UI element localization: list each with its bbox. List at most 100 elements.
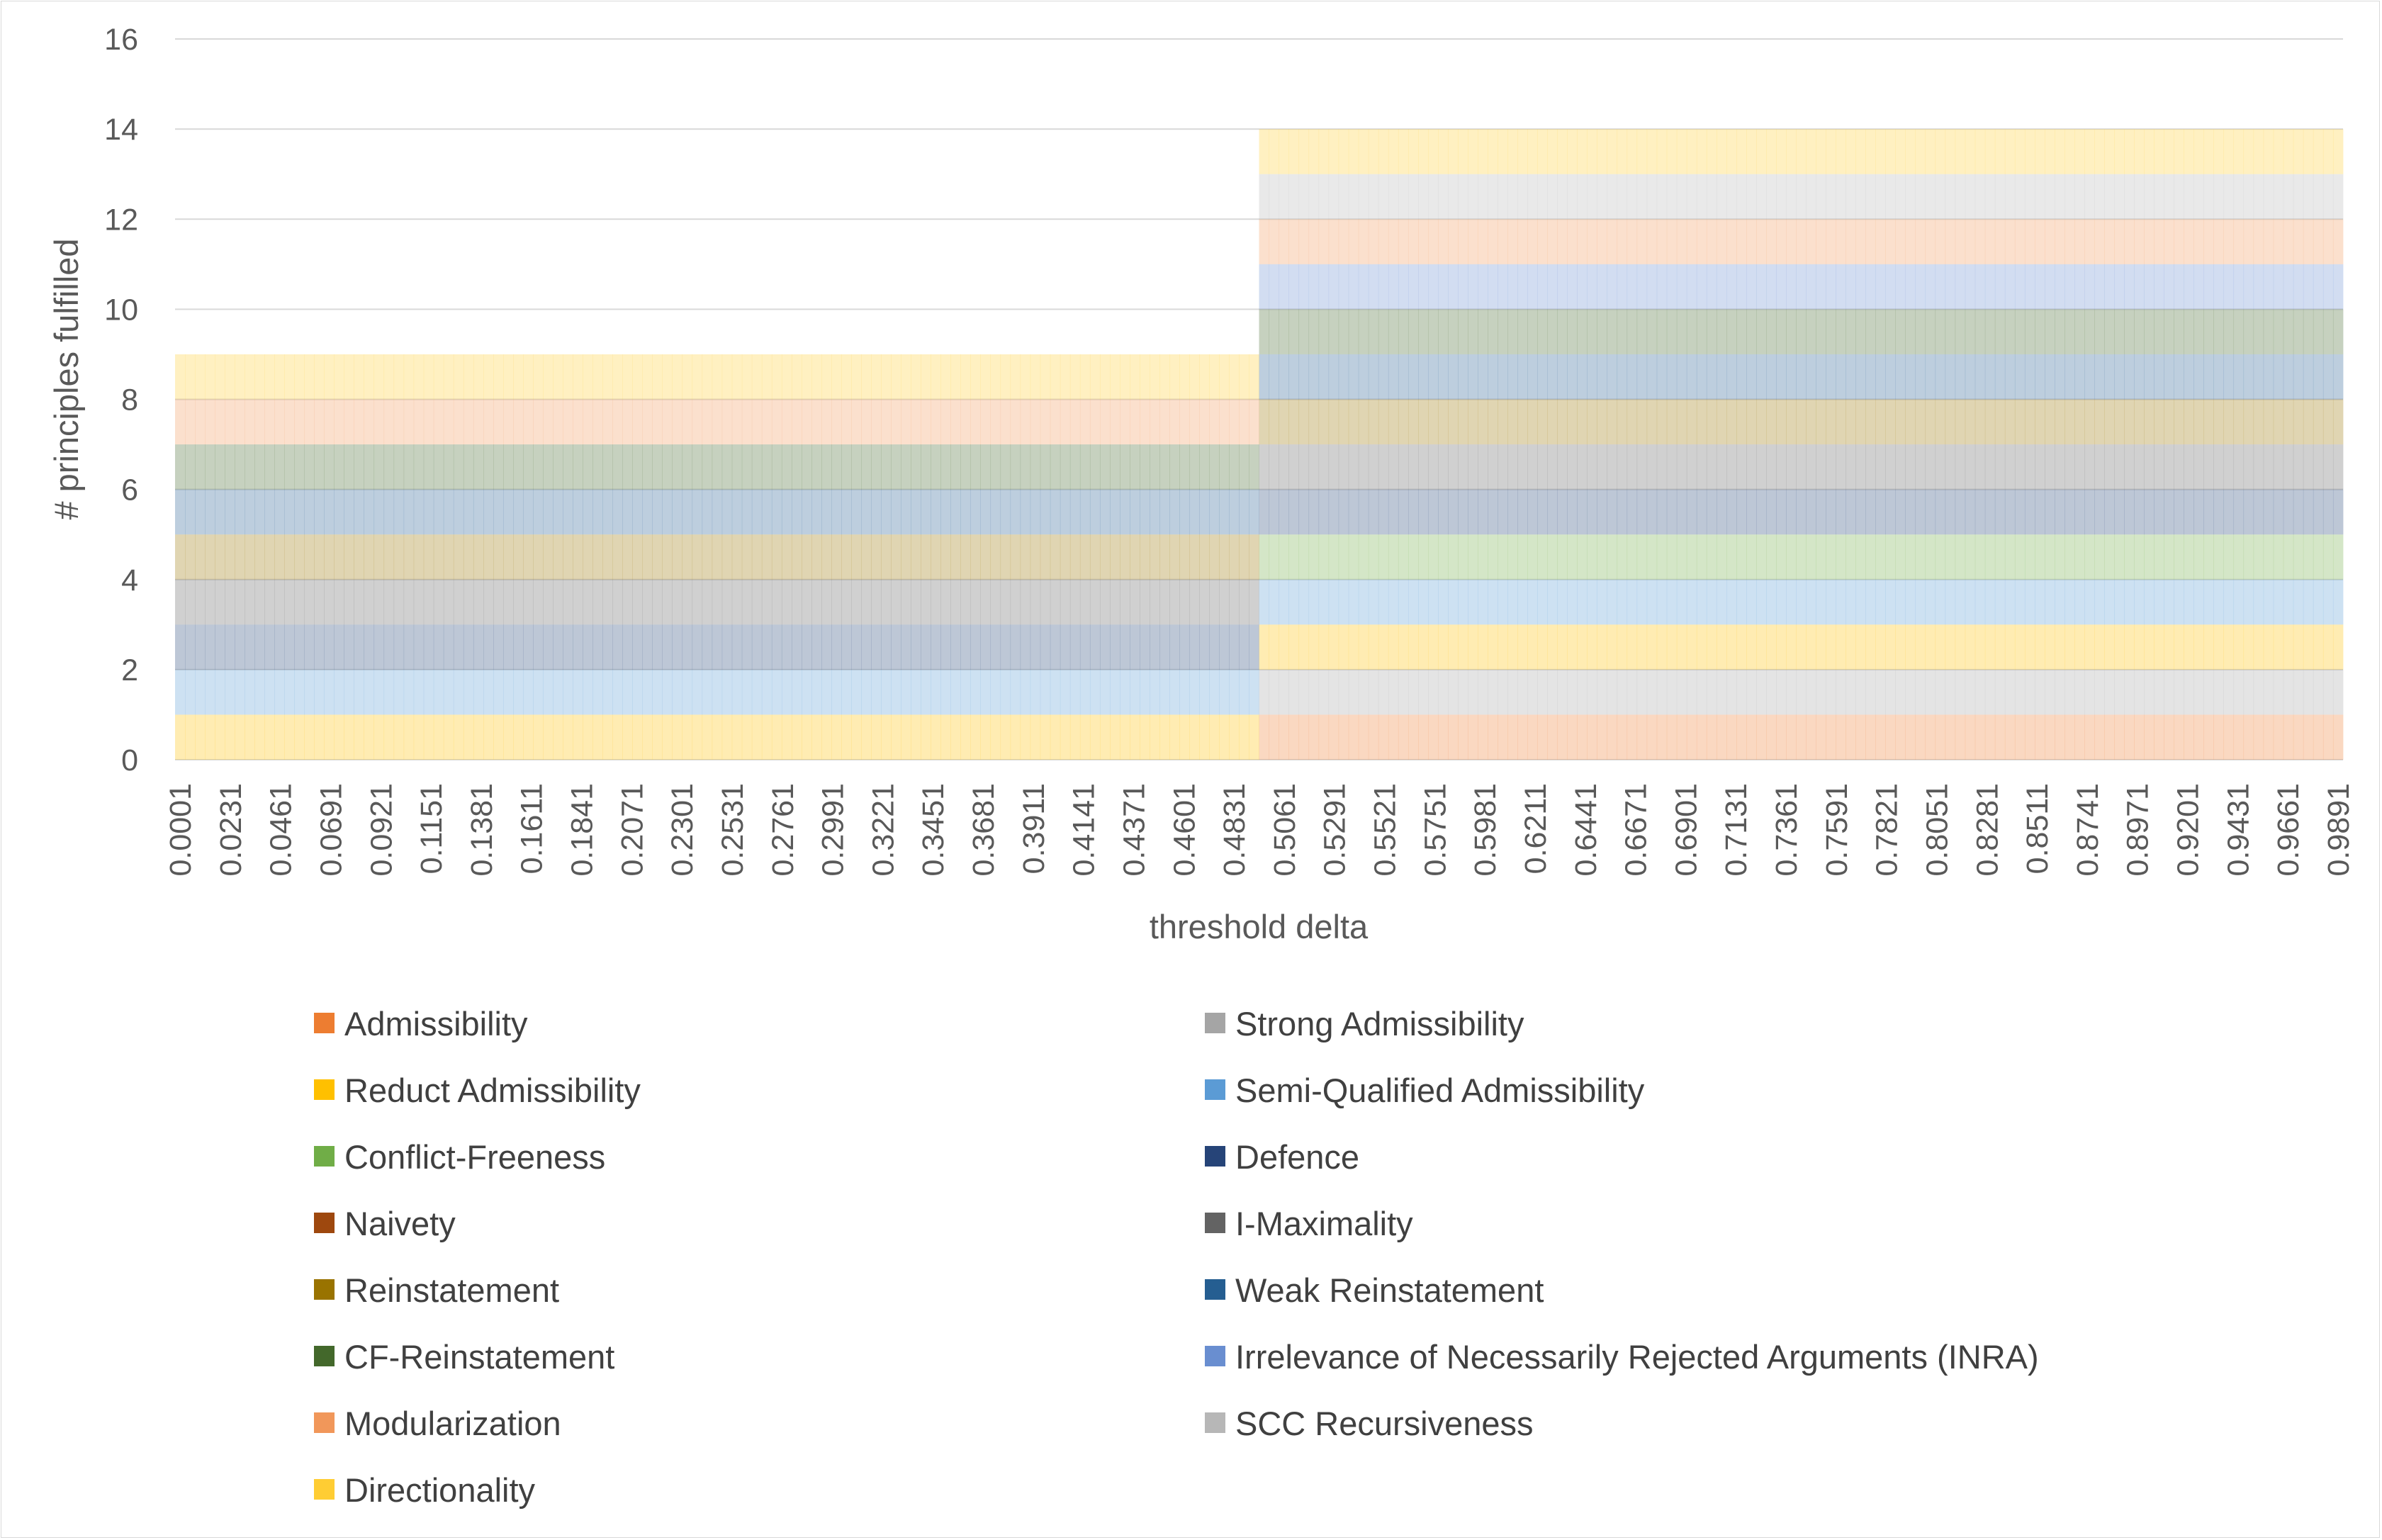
bar-segment (1388, 399, 1399, 445)
bar-segment (1030, 354, 1041, 400)
bar-segment (1974, 714, 1986, 760)
bar-segment (1298, 264, 1310, 310)
bar-segment (493, 579, 504, 625)
bar-segment (215, 444, 225, 490)
bar-segment (2144, 579, 2155, 625)
bar-segment (2223, 174, 2235, 220)
x-tick-label: 0.8971 (2121, 783, 2155, 877)
bar-segment (1796, 174, 1807, 220)
bar-segment (1656, 129, 1668, 174)
bar-segment (1209, 444, 1220, 490)
bar-segment (493, 444, 504, 490)
bar-segment (563, 444, 573, 490)
bar-segment (1040, 399, 1051, 445)
bar-segment (1398, 264, 1409, 310)
bar-segment (1935, 489, 1946, 535)
bar-segment (1458, 489, 1468, 535)
bar-segment (1666, 219, 1678, 264)
bar-segment (1706, 624, 1717, 670)
bar-segment (871, 354, 882, 400)
bar-segment (334, 714, 344, 760)
bar-segment (1607, 579, 1618, 625)
bar-segment (1259, 579, 1269, 625)
bar-segment (354, 624, 365, 670)
bar-segment (1836, 129, 1846, 174)
bar-segment (1636, 624, 1648, 670)
bar-segment (1666, 534, 1678, 580)
bar-segment (1676, 534, 1687, 580)
bar-segment (1557, 534, 1568, 580)
bar-segment (2283, 714, 2294, 760)
bar-segment (423, 534, 434, 580)
x-tick-label: 0.6671 (1619, 783, 1653, 877)
bar-segment (2184, 579, 2194, 625)
bar-segment (1636, 534, 1648, 580)
bar-segment (1308, 489, 1320, 535)
bar-segment (1826, 714, 1836, 760)
bar-segment (980, 489, 991, 535)
bar-segment (2213, 714, 2225, 760)
bar-segment (2004, 354, 2016, 400)
bar-segment (2084, 669, 2095, 715)
bar-segment (642, 399, 653, 445)
bar-segment (1955, 534, 1966, 580)
bar-segment (1865, 174, 1876, 220)
bar-segment (1298, 534, 1310, 580)
bar-segment (612, 669, 623, 715)
bar-segment (373, 669, 385, 715)
bar-segment (2035, 174, 2045, 220)
bar-segment (940, 669, 951, 715)
bar-segment (682, 669, 693, 715)
bar-segment (523, 399, 534, 445)
bar-segment (751, 624, 763, 670)
bar-segment (1716, 714, 1727, 760)
bar-segment (1418, 624, 1429, 670)
bar-segment (403, 624, 415, 670)
bar-segment (1239, 354, 1249, 400)
bar-segment (1855, 174, 1866, 220)
bar-segment (1328, 129, 1339, 174)
bar-segment (1150, 669, 1160, 715)
bar-segment (2322, 669, 2334, 715)
bar-segment (314, 354, 325, 400)
bar-segment (2124, 489, 2135, 535)
bar-segment (751, 399, 763, 445)
bar-segment (2263, 399, 2274, 445)
bar-segment (1259, 534, 1269, 580)
bar-segment (712, 579, 723, 625)
bar-segment (2263, 174, 2274, 220)
bar-segment (2332, 354, 2344, 400)
bar-segment (931, 399, 941, 445)
bar-segment (1607, 309, 1618, 354)
bar-segment (1438, 489, 1449, 535)
bar-segment (2154, 624, 2164, 670)
bar-segment (1627, 264, 1638, 310)
bar-segment (1905, 624, 1916, 670)
bar-segment (1030, 399, 1041, 445)
bar-segment (861, 399, 872, 445)
bar-segment (1577, 624, 1588, 670)
bar-segment (1318, 534, 1330, 580)
bar-segment (403, 669, 415, 715)
bar-segment (225, 714, 235, 760)
bar-segment (403, 444, 415, 490)
bar-segment (2273, 309, 2284, 354)
bar-segment (1865, 129, 1876, 174)
bar-segment (1955, 399, 1966, 445)
bar-segment (1298, 309, 1310, 354)
bar-segment (881, 444, 892, 490)
y-tick-label: 4 (121, 563, 138, 597)
bar-segment (1448, 219, 1459, 264)
bar-segment (1855, 219, 1866, 264)
bar-segment (1478, 354, 1488, 400)
bar-segment (1000, 399, 1011, 445)
bar-segment (185, 399, 196, 445)
y-tick-label: 8 (121, 383, 138, 417)
bar-segment (1040, 534, 1051, 580)
bar-segment (1666, 489, 1678, 535)
bar-segment (2024, 219, 2035, 264)
bar-segment (1050, 579, 1061, 625)
bar-segment (1179, 669, 1190, 715)
bar-segment (1478, 714, 1488, 760)
y-tick-label: 2 (121, 653, 138, 687)
